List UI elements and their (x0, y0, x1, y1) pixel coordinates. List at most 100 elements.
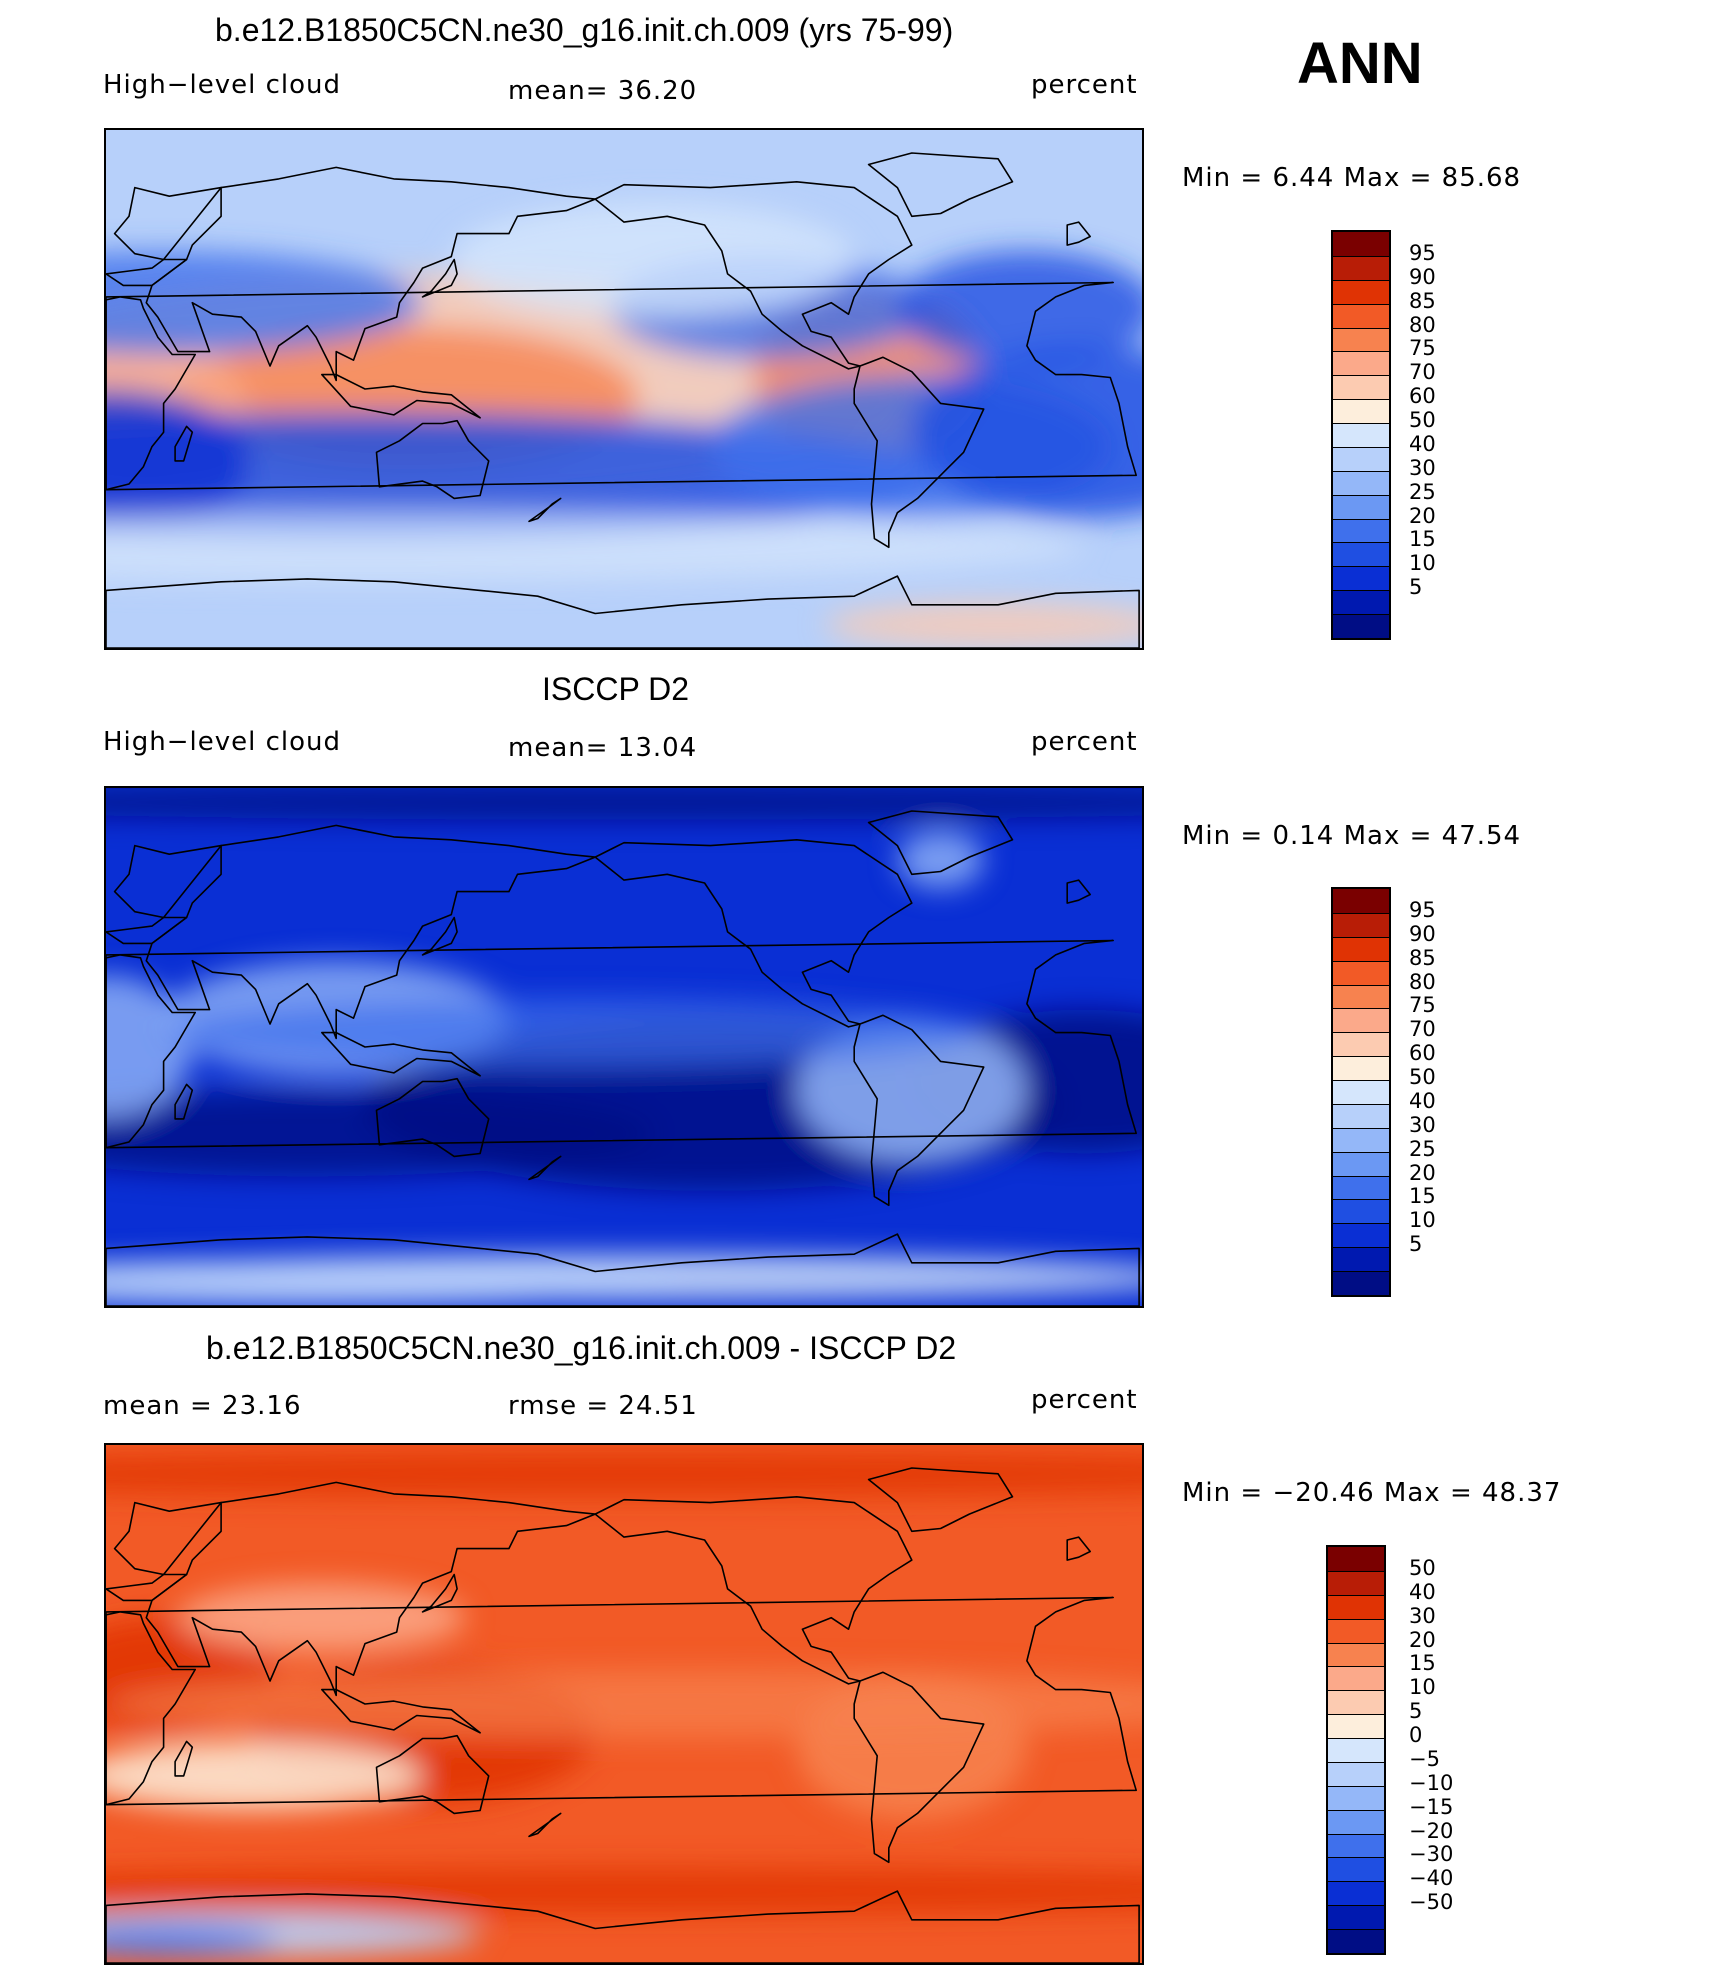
colorbar-label: 20 (1409, 1160, 1436, 1185)
colorbar-swatch (1333, 423, 1389, 447)
panel-3-colorbar (1326, 1545, 1386, 1955)
colorbar-swatch (1328, 1690, 1384, 1715)
colorbar-swatch (1328, 1666, 1384, 1691)
colorbar-label: 20 (1409, 1627, 1436, 1652)
panel-3-map (104, 1443, 1144, 1965)
panel-1-minmax: Min = 6.44 Max = 85.68 (1182, 163, 1522, 193)
colorbar-label: 10 (1409, 1208, 1436, 1233)
colorbar-swatch (1333, 1247, 1389, 1271)
colorbar-swatch (1328, 1642, 1384, 1667)
colorbar-label: −20 (1409, 1818, 1454, 1843)
colorbar-swatch (1333, 984, 1389, 1009)
colorbar-label: 25 (1409, 479, 1436, 504)
panel-1-mean: mean= 36.20 (508, 76, 698, 106)
colorbar-label: 90 (1409, 921, 1436, 946)
colorbar-label: 5 (1409, 1699, 1423, 1724)
colorbar-label: 10 (1409, 551, 1436, 576)
colorbar-swatch (1333, 614, 1389, 638)
colorbar-swatch (1328, 1594, 1384, 1619)
panel-1-colorbar (1331, 230, 1391, 640)
colorbar-label: 60 (1409, 384, 1436, 409)
colorbar-label: 40 (1409, 1579, 1436, 1604)
colorbar-label: −5 (1409, 1746, 1440, 1771)
colorbar-swatch (1333, 1032, 1389, 1057)
colorbar-label: 95 (1409, 240, 1436, 265)
colorbar-label: 20 (1409, 503, 1436, 528)
colorbar-swatch (1333, 375, 1389, 400)
colorbar-swatch (1333, 494, 1389, 519)
colorbar-swatch (1328, 1547, 1384, 1571)
map-canvas (106, 788, 1142, 1306)
colorbar-label: 70 (1409, 1017, 1436, 1042)
colorbar-swatch (1333, 1175, 1389, 1200)
colorbar-swatch (1333, 1127, 1389, 1152)
colorbar-swatch (1333, 327, 1389, 352)
panel-1-variable: High−level cloud (103, 70, 342, 100)
colorbar-swatch (1333, 1271, 1389, 1295)
colorbar-label: 30 (1409, 455, 1436, 480)
panel-1-map (104, 128, 1144, 650)
colorbar-swatch (1333, 889, 1389, 913)
colorbar-swatch (1333, 1103, 1389, 1128)
colorbar-label: 40 (1409, 431, 1436, 456)
colorbar-label: 85 (1409, 945, 1436, 970)
colorbar-label: 85 (1409, 288, 1436, 313)
colorbar-label: 15 (1409, 1651, 1436, 1676)
panel-3-title: b.e12.B1850C5CN.ne30_g16.init.ch.009 - I… (206, 1330, 957, 1366)
colorbar-label: 30 (1409, 1112, 1436, 1137)
colorbar-label: 90 (1409, 264, 1436, 289)
colorbar-swatch (1333, 446, 1389, 471)
map-canvas (106, 130, 1142, 648)
colorbar-label: −10 (1409, 1770, 1454, 1795)
colorbar-label: 0 (1409, 1723, 1423, 1748)
colorbar-label: 50 (1409, 1065, 1436, 1090)
colorbar-label: 50 (1409, 408, 1436, 433)
colorbar-swatch (1333, 566, 1389, 591)
colorbar-swatch (1333, 351, 1389, 376)
panel-1-colorbar-labels: 95 90 85 80 75 70 60 50 40 30 25 20 15 10 5 (1409, 230, 1469, 640)
panel-3-mean: mean = 23.16 (103, 1391, 302, 1421)
colorbar-label: 15 (1409, 1184, 1436, 1209)
colorbar-swatch (1328, 1618, 1384, 1643)
colorbar-swatch (1333, 542, 1389, 567)
colorbar-swatch (1328, 1881, 1384, 1906)
colorbar-label: −40 (1409, 1866, 1454, 1891)
colorbar-label: −30 (1409, 1842, 1454, 1867)
colorbar-label: 80 (1409, 312, 1436, 337)
colorbar-swatch (1333, 1080, 1389, 1104)
colorbar-swatch (1333, 1056, 1389, 1080)
panel-2-colorbar (1331, 887, 1391, 1297)
panel-3-units: percent (1031, 1385, 1138, 1415)
colorbar-label: 5 (1409, 575, 1423, 600)
colorbar-swatch (1333, 470, 1389, 495)
colorbar-swatch (1333, 518, 1389, 543)
colorbar-label: 10 (1409, 1675, 1436, 1700)
colorbar-label: −15 (1409, 1794, 1454, 1819)
colorbar-label: 30 (1409, 1603, 1436, 1628)
colorbar-swatch (1328, 1833, 1384, 1858)
colorbar-label: 40 (1409, 1088, 1436, 1113)
panel-2-units: percent (1031, 727, 1138, 757)
colorbar-swatch (1328, 1929, 1384, 1953)
colorbar-swatch (1333, 912, 1389, 937)
panel-1-units: percent (1031, 70, 1138, 100)
panel-3-colorbar-labels: 50 40 30 20 15 10 5 0 −5 −10 −15 −20 −30 −40 −50 (1409, 1545, 1479, 1955)
colorbar-swatch (1333, 232, 1389, 256)
colorbar-swatch (1333, 1223, 1389, 1248)
colorbar-swatch (1333, 936, 1389, 961)
panel-1-title: b.e12.B1850C5CN.ne30_g16.init.ch.009 (yr… (215, 12, 954, 48)
colorbar-swatch (1328, 1857, 1384, 1882)
colorbar-swatch (1328, 1761, 1384, 1786)
panel-3-minmax: Min = −20.46 Max = 48.37 (1182, 1478, 1562, 1508)
colorbar-label: 60 (1409, 1041, 1436, 1066)
colorbar-label: 50 (1409, 1555, 1436, 1580)
colorbar-swatch (1328, 1570, 1384, 1595)
colorbar-swatch (1333, 1151, 1389, 1176)
season-label: ANN (1297, 31, 1423, 96)
colorbar-label: −50 (1409, 1890, 1454, 1915)
map-canvas (106, 1445, 1142, 1963)
panel-2-map (104, 786, 1144, 1308)
panel-3-rmse: rmse = 24.51 (508, 1391, 698, 1421)
colorbar-label: 70 (1409, 360, 1436, 385)
colorbar-label: 25 (1409, 1136, 1436, 1161)
